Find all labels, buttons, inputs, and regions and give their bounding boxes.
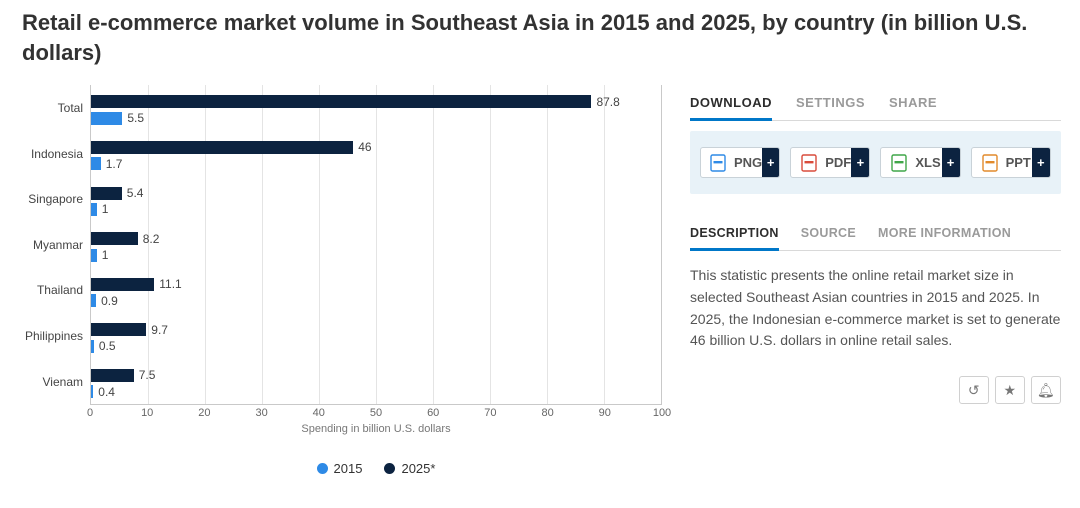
chart-row: Philippines9.70.5	[91, 313, 661, 359]
bar-value: 5.4	[122, 186, 144, 200]
bar-value: 0.5	[94, 339, 116, 353]
bar: 0.5	[91, 340, 94, 353]
bar-value: 0.9	[96, 294, 118, 308]
chart-row: Singapore5.41	[91, 177, 661, 223]
bar: 87.8	[91, 95, 591, 108]
info-tabs: DESCRIPTION SOURCE MORE INFORMATION	[690, 220, 1061, 251]
category-label: Total	[58, 101, 91, 115]
bar: 1	[91, 203, 97, 216]
tab-settings[interactable]: SETTINGS	[796, 89, 865, 120]
download-label: XLS	[915, 148, 941, 177]
chart-row: Vienam7.50.4	[91, 359, 661, 405]
x-axis-label: Spending in billion U.S. dollars	[90, 423, 662, 435]
bar-value: 87.8	[591, 95, 619, 109]
tab-share[interactable]: SHARE	[889, 89, 937, 120]
bar-value: 0.4	[93, 385, 115, 399]
download-pdf-button[interactable]: PDF+	[790, 147, 870, 178]
download-label: PPT	[1006, 148, 1032, 177]
tab-source[interactable]: SOURCE	[801, 220, 856, 250]
plus-icon: +	[942, 148, 960, 177]
bar-value: 8.2	[138, 232, 160, 246]
plus-icon: +	[1032, 148, 1050, 177]
plus-icon: +	[851, 148, 869, 177]
download-ppt-button[interactable]: PPT+	[971, 147, 1051, 178]
legend-swatch	[384, 463, 395, 474]
legend-item: 2025*	[384, 461, 435, 476]
category-label: Thailand	[37, 283, 91, 297]
tab-description[interactable]: DESCRIPTION	[690, 220, 779, 251]
x-tick: 10	[141, 407, 153, 419]
bar-value: 46	[353, 140, 371, 154]
x-tick: 20	[198, 407, 210, 419]
download-png-button[interactable]: PNG+	[700, 147, 780, 178]
bar: 8.2	[91, 232, 138, 245]
legend: 2015 2025*	[90, 461, 662, 476]
legend-swatch	[317, 463, 328, 474]
download-label: PDF	[825, 148, 851, 177]
legend-item: 2015	[317, 461, 363, 476]
file-png-icon	[709, 154, 728, 172]
chart-row: Myanmar8.21	[91, 222, 661, 268]
bar: 9.7	[91, 323, 146, 336]
bar-value: 5.5	[122, 111, 144, 125]
tab-more-information[interactable]: MORE INFORMATION	[878, 220, 1011, 250]
x-tick: 0	[87, 407, 93, 419]
download-label: PNG	[734, 148, 762, 177]
x-tick: 50	[370, 407, 382, 419]
download-row: PNG+PDF+XLS+PPT+	[690, 131, 1061, 194]
bar: 5.4	[91, 187, 122, 200]
tab-download[interactable]: DOWNLOAD	[690, 89, 772, 121]
bar-value: 1	[97, 248, 109, 262]
bar: 1.7	[91, 157, 101, 170]
page-title: Retail e-commerce market volume in South…	[22, 8, 1058, 67]
chart-row: Thailand11.10.9	[91, 268, 661, 314]
category-label: Vienam	[43, 375, 91, 389]
x-tick: 40	[313, 407, 325, 419]
chart-row: Indonesia461.7	[91, 131, 661, 177]
bar-value: 11.1	[154, 277, 181, 291]
file-xls-icon	[889, 154, 909, 172]
category-label: Indonesia	[31, 147, 91, 161]
category-label: Philippines	[25, 329, 91, 343]
x-tick: 80	[541, 407, 553, 419]
bar-value: 9.7	[146, 323, 168, 337]
chart: Total87.85.5Indonesia461.7Singapore5.41M…	[22, 85, 662, 476]
file-pdf-icon	[799, 154, 819, 172]
star-icon[interactable]: ★	[995, 376, 1025, 404]
bar-value: 7.5	[134, 368, 156, 382]
category-label: Singapore	[28, 192, 91, 206]
plus-icon: +	[762, 148, 779, 177]
bar: 1	[91, 249, 97, 262]
x-tick: 60	[427, 407, 439, 419]
description-text: This statistic presents the online retai…	[690, 265, 1061, 352]
file-ppt-icon	[980, 154, 1000, 172]
bell-icon[interactable]: 🔔︎	[1031, 376, 1061, 404]
x-tick: 30	[255, 407, 267, 419]
bar: 0.4	[91, 385, 93, 398]
bar: 46	[91, 141, 353, 154]
x-tick: 70	[484, 407, 496, 419]
bar-value: 1.7	[101, 157, 123, 171]
bar: 11.1	[91, 278, 154, 291]
utility-icons: ↺ ★ 🔔︎	[690, 376, 1061, 404]
bar: 5.5	[91, 112, 122, 125]
bar-value: 1	[97, 202, 109, 216]
bar: 0.9	[91, 294, 96, 307]
download-xls-button[interactable]: XLS+	[880, 147, 960, 178]
category-label: Myanmar	[33, 238, 91, 252]
chart-row: Total87.85.5	[91, 85, 661, 131]
bar: 7.5	[91, 369, 134, 382]
history-icon[interactable]: ↺	[959, 376, 989, 404]
action-tabs: DOWNLOAD SETTINGS SHARE	[690, 89, 1061, 121]
x-tick: 100	[653, 407, 671, 419]
x-tick: 90	[599, 407, 611, 419]
